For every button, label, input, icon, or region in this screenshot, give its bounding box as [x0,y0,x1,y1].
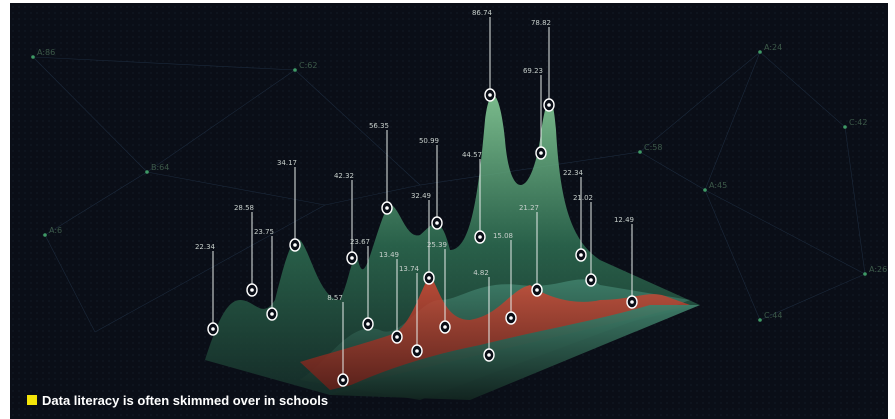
pin-dot [341,378,345,382]
network-node [863,272,867,276]
pin-label: 23.75 [254,228,274,236]
pin-label: 86.74 [472,9,493,17]
caption: Data literacy is often skimmed over in s… [42,393,328,408]
pin-dot [395,335,399,339]
pin-dot [535,288,539,292]
pin-label: 13.49 [379,251,399,259]
node-label: A:6 [49,226,62,235]
pin-dot [547,103,551,107]
pin-label: 34.17 [277,159,297,167]
pin-label: 69.23 [523,67,543,75]
pin-dot [589,278,593,282]
caption-marker [27,395,37,405]
network-node [145,170,149,174]
pin-label: 78.82 [531,19,551,27]
pin-dot [630,300,634,304]
node-label: A:45 [709,181,727,190]
pin-label: 15.08 [493,232,513,240]
network-nodes: A:86 C:62 B:64 A:6 A:24 C:42 C:58 A:45 A:26 C:44 [31,43,887,322]
pin-label: 21.27 [519,204,539,212]
pin-dot [415,349,419,353]
pin-label: 22.34 [563,169,584,177]
pin-label: 21.02 [573,194,593,202]
network-node [638,150,642,154]
pin-dot [366,322,370,326]
pin-label: 13.74 [399,265,420,273]
pin-label: 50.99 [419,137,439,145]
pin-dot [488,93,492,97]
pin-dot [579,253,583,257]
ridge-red [300,275,690,390]
pin-dot [539,151,543,155]
ridge-front [330,305,700,400]
network-node [758,50,762,54]
network-node [758,318,762,322]
pin-label: 8.57 [327,294,343,302]
pin-dot [443,325,447,329]
network-node [703,188,707,192]
network-node [31,55,35,59]
network-node [43,233,47,237]
node-label: A:26 [869,265,887,274]
node-label: C:62 [299,61,317,70]
node-label: B:64 [151,163,169,172]
pin-dot [478,235,482,239]
network-node [843,125,847,129]
pin-dot [385,206,389,210]
pin-dot [270,312,274,316]
pin-dot [427,276,431,280]
pin-label: 32.49 [411,192,431,200]
pins: 22.34 28.58 23.75 34.17 42.32 8.57 23.67 56.35 1… [195,9,638,387]
pin-label: 12.49 [614,216,634,224]
node-label: C:44 [764,311,782,320]
pin-label: 22.34 [195,243,216,251]
pin-dot [487,353,491,357]
pin-label: 23.67 [350,238,370,246]
pin-dot [293,243,297,247]
network-node [293,68,297,72]
pin-dot [250,288,254,292]
pin-label: 28.58 [234,204,254,212]
node-label: C:58 [644,143,662,152]
pin-label: 42.32 [334,172,354,180]
pin-label: 25.39 [427,241,447,249]
pin-dot [350,256,354,260]
node-label: A:86 [37,48,55,57]
pin-dot [509,316,513,320]
pin-label: 44.57 [462,151,482,159]
pin-dot [211,327,215,331]
node-label: A:24 [764,43,782,52]
pin-label: 4.82 [473,269,489,277]
node-label: C:42 [849,118,867,127]
pin-label: 56.35 [369,122,389,130]
pin-dot [435,221,439,225]
